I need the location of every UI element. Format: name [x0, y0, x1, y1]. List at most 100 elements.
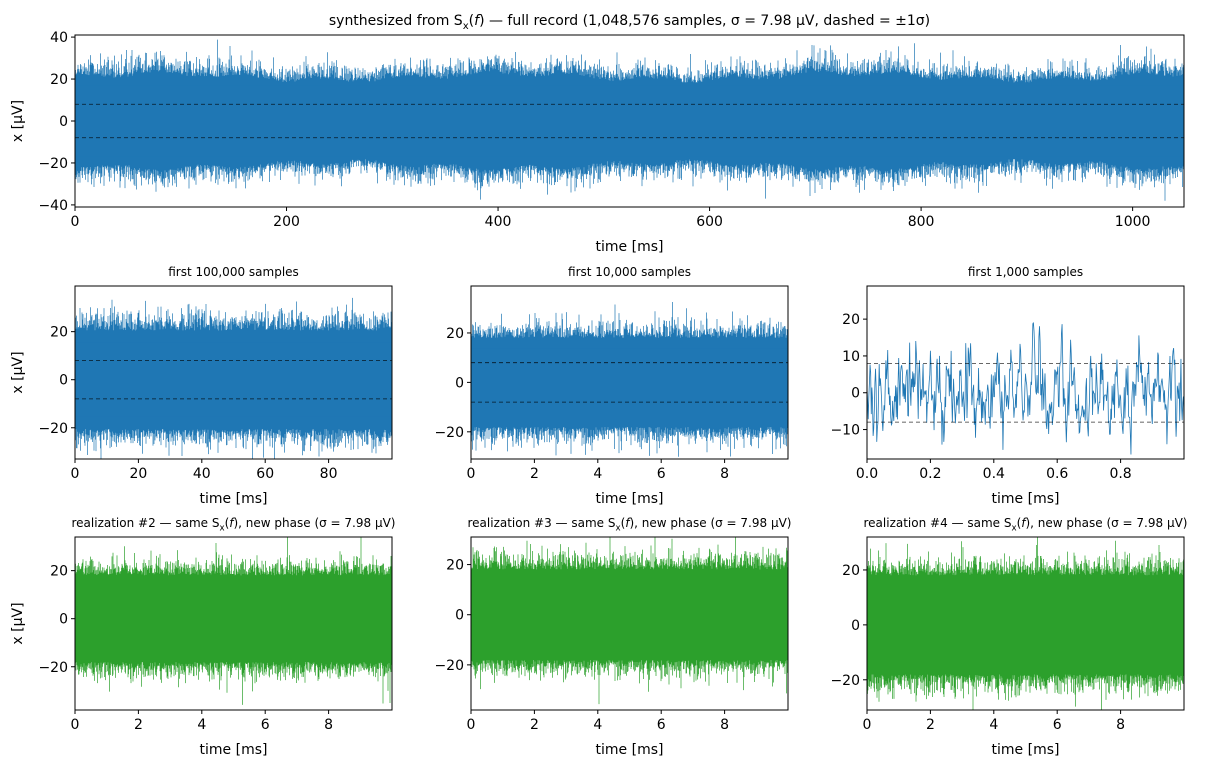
x-tick-label: 0: [467, 717, 476, 733]
signal-core: [75, 85, 1184, 157]
x-tick-label: 6: [261, 717, 270, 733]
panel-title: realization #2 — same Sx(f), new phase (…: [72, 516, 396, 533]
x-axis-label: time [ms]: [596, 742, 664, 758]
y-tick-label: −20: [38, 156, 68, 172]
y-tick-label: 10: [842, 349, 860, 365]
panel-real4: 0 2 4 6 8 −20 0 20 time [ms] realization #4 — sam…: [830, 516, 1187, 758]
y-axis-label: x [μV]: [10, 100, 26, 142]
signal-core: [75, 342, 392, 417]
x-tick-label: 4: [989, 717, 998, 733]
panel-real3: 0 2 4 6 8 −20 0 20 time [ms] realization #3 — sam…: [434, 516, 791, 758]
x-tick-label: 6: [657, 466, 666, 482]
y-tick-label: 0: [455, 375, 464, 391]
x-tick-label: 8: [1116, 717, 1125, 733]
axes-frame: [74, 536, 393, 711]
x-tick-label: 400: [485, 214, 512, 230]
x-axis-label: time [ms]: [200, 742, 268, 758]
panel-title: first 100,000 samples: [168, 265, 299, 279]
y-tick-label: −20: [434, 658, 464, 674]
panel-title: realization #4 — same Sx(f), new phase (…: [864, 516, 1188, 533]
x-tick-label: 2: [530, 466, 539, 482]
x-tick-label: 4: [197, 717, 206, 733]
y-axis-label: x [μV]: [10, 602, 26, 644]
trace-area: [471, 301, 788, 457]
x-axis-label: time [ms]: [200, 491, 268, 507]
y-tick-label: −40: [38, 198, 68, 214]
x-axis-label: time [ms]: [596, 239, 664, 255]
y-tick-label: 20: [842, 563, 860, 579]
signal-core: [75, 585, 392, 652]
y-axis-label: x [μV]: [10, 351, 26, 393]
x-tick-label: 0.0: [856, 466, 878, 482]
y-tick-label: 0: [59, 114, 68, 130]
panel-title: realization #3 — same Sx(f), new phase (…: [468, 516, 792, 533]
x-tick-label: 8: [720, 717, 729, 733]
trace-area: [867, 537, 1184, 710]
trace-area: [867, 322, 1184, 455]
x-axis-label: time [ms]: [992, 491, 1060, 507]
trace-area: [471, 537, 788, 705]
y-tick-label: −20: [38, 421, 68, 437]
x-tick-label: 800: [908, 214, 935, 230]
y-tick-label: −10: [830, 423, 860, 439]
axes-frame: [470, 285, 789, 460]
y-tick-label: −20: [38, 660, 68, 676]
panel-real2: 0 2 4 6 8 −20 0 20 time [ms] x [μV] realization #2…: [10, 516, 395, 758]
signal-line: [867, 322, 1184, 455]
x-tick-label: 0.2: [919, 466, 941, 482]
x-tick-label: 6: [657, 717, 666, 733]
trace-area: [75, 39, 1184, 201]
x-tick-label: 200: [273, 214, 300, 230]
panel-full: 0 200 400 600 800 1000 −40 −20 0 20 40 time [ms] x […: [10, 13, 1185, 255]
x-tick-label: 6: [1053, 717, 1062, 733]
y-tick-label: 20: [842, 312, 860, 328]
axes-frame: [866, 285, 1185, 460]
y-tick-label: 40: [50, 30, 68, 46]
x-tick-label: 4: [593, 466, 602, 482]
panel-title: first 1,000 samples: [968, 265, 1083, 279]
x-tick-label: 0: [467, 466, 476, 482]
x-axis-label: time [ms]: [992, 742, 1060, 758]
y-tick-label: 0: [59, 373, 68, 389]
x-tick-label: 8: [720, 466, 729, 482]
y-tick-label: 20: [50, 72, 68, 88]
axes-frame: [74, 285, 393, 460]
y-tick-label: 0: [59, 612, 68, 628]
panel-first1k: 0.0 0.2 0.4 0.6 0.8 −10 0 10 20 time [ms] first 1,…: [830, 265, 1185, 507]
signal-core: [471, 580, 788, 649]
y-tick-label: 20: [50, 564, 68, 580]
panel-title: synthesized from Sx(f) — full record (1,…: [329, 13, 930, 32]
x-tick-label: 0: [71, 717, 80, 733]
x-tick-label: 20: [129, 466, 147, 482]
x-tick-label: 60: [256, 466, 274, 482]
signal-core: [471, 348, 788, 417]
signal-core: [867, 587, 1184, 663]
y-tick-label: 0: [851, 386, 860, 402]
y-tick-label: 20: [446, 558, 464, 574]
x-tick-label: 0: [71, 214, 80, 230]
x-tick-label: 80: [320, 466, 338, 482]
x-tick-label: 4: [593, 717, 602, 733]
y-tick-label: −20: [830, 673, 860, 689]
x-tick-label: 0.8: [1109, 466, 1131, 482]
x-tick-label: 1000: [1115, 214, 1151, 230]
x-tick-label: 2: [134, 717, 143, 733]
panel-title: first 10,000 samples: [568, 265, 691, 279]
y-tick-label: 0: [455, 608, 464, 624]
axes-frame: [470, 536, 789, 711]
x-tick-label: 40: [193, 466, 211, 482]
y-tick-label: 20: [446, 326, 464, 342]
x-tick-label: 8: [324, 717, 333, 733]
x-tick-label: 0.6: [1046, 466, 1068, 482]
panel-first100k: 0 20 40 60 80 −20 0 20 time [ms] x [μV] first 100,…: [10, 265, 393, 507]
y-tick-label: −20: [434, 425, 464, 441]
x-tick-label: 2: [926, 717, 935, 733]
trace-area: [75, 537, 392, 705]
x-tick-label: 0: [71, 466, 80, 482]
trace-area: [75, 297, 392, 459]
axes-frame: [866, 536, 1185, 711]
x-axis-label: time [ms]: [596, 491, 664, 507]
x-tick-label: 0.4: [983, 466, 1005, 482]
x-tick-label: 0: [863, 717, 872, 733]
